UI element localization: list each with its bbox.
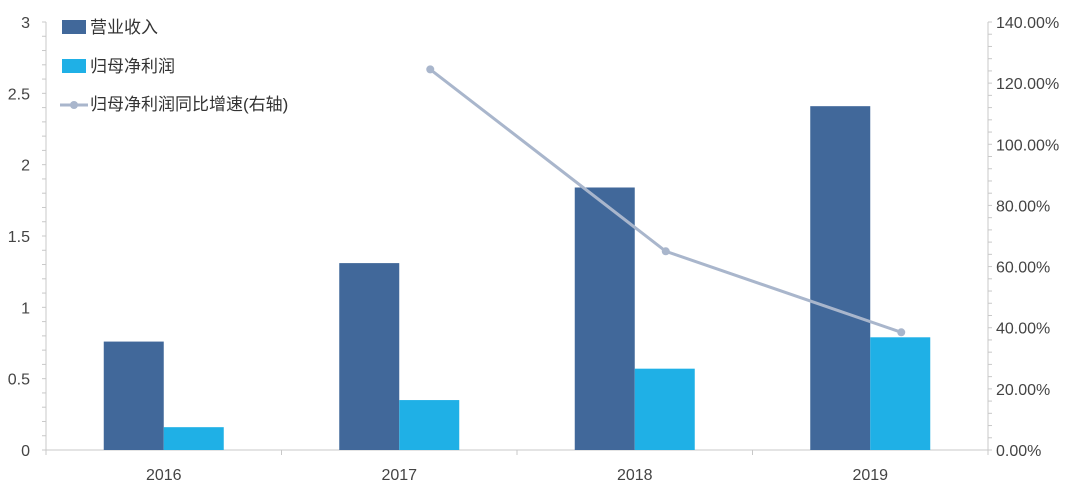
right-tick-label: 60.00% — [996, 260, 1050, 277]
right-tick-label: 100.00% — [996, 137, 1059, 154]
legend-label-growth: 归母净利润同比增速(右轴) — [90, 95, 288, 114]
bar-revenue — [574, 187, 635, 450]
left-tick-label: 1.5 — [8, 229, 30, 246]
bar-net-profit — [870, 337, 931, 450]
left-tick-label: 3 — [21, 15, 30, 32]
bar-revenue — [810, 106, 871, 450]
legend-marker-growth — [70, 101, 78, 109]
left-tick-label: 2 — [21, 158, 30, 175]
right-tick-label: 0.00% — [996, 443, 1041, 460]
growth-line-point — [661, 247, 670, 256]
bar-net-profit — [634, 368, 695, 450]
bar-revenue — [339, 263, 400, 450]
growth-line-point — [426, 65, 435, 74]
legend-swatch-net-profit — [62, 59, 86, 73]
growth-line-point — [897, 328, 906, 337]
left-tick-label: 2.5 — [8, 86, 30, 103]
right-tick-label: 120.00% — [996, 76, 1059, 93]
right-tick-label: 140.00% — [996, 15, 1059, 32]
bars — [103, 106, 931, 450]
x-tick-label: 2018 — [617, 467, 653, 484]
bar-net-profit — [399, 400, 460, 450]
legend-label-net-profit: 归母净利润 — [90, 57, 175, 76]
right-tick-label: 20.00% — [996, 382, 1050, 399]
left-tick-label: 0.5 — [8, 372, 30, 389]
x-tick-label: 2016 — [146, 467, 182, 484]
x-tick-label: 2019 — [852, 467, 888, 484]
left-tick-label: 0 — [21, 443, 30, 460]
bar-net-profit — [163, 427, 224, 450]
legend-swatch-revenue — [62, 20, 86, 34]
left-tick-label: 1 — [21, 300, 30, 317]
right-tick-label: 80.00% — [996, 198, 1050, 215]
bar-revenue — [103, 341, 164, 450]
right-tick-label: 40.00% — [996, 321, 1050, 338]
growth-line — [426, 65, 906, 337]
legend-label-revenue: 营业收入 — [90, 18, 158, 37]
x-tick-label: 2017 — [381, 467, 417, 484]
